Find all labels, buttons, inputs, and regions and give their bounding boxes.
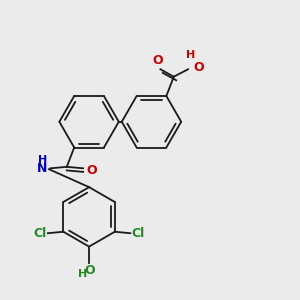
Text: H: H [186, 50, 195, 60]
Text: Cl: Cl [132, 227, 145, 240]
Text: O: O [153, 54, 163, 67]
Text: N: N [37, 162, 47, 176]
Text: O: O [86, 164, 97, 177]
Text: H: H [79, 269, 88, 280]
Text: O: O [84, 264, 95, 278]
Text: O: O [194, 61, 204, 74]
Text: Cl: Cl [33, 227, 46, 240]
Text: H: H [38, 155, 47, 165]
